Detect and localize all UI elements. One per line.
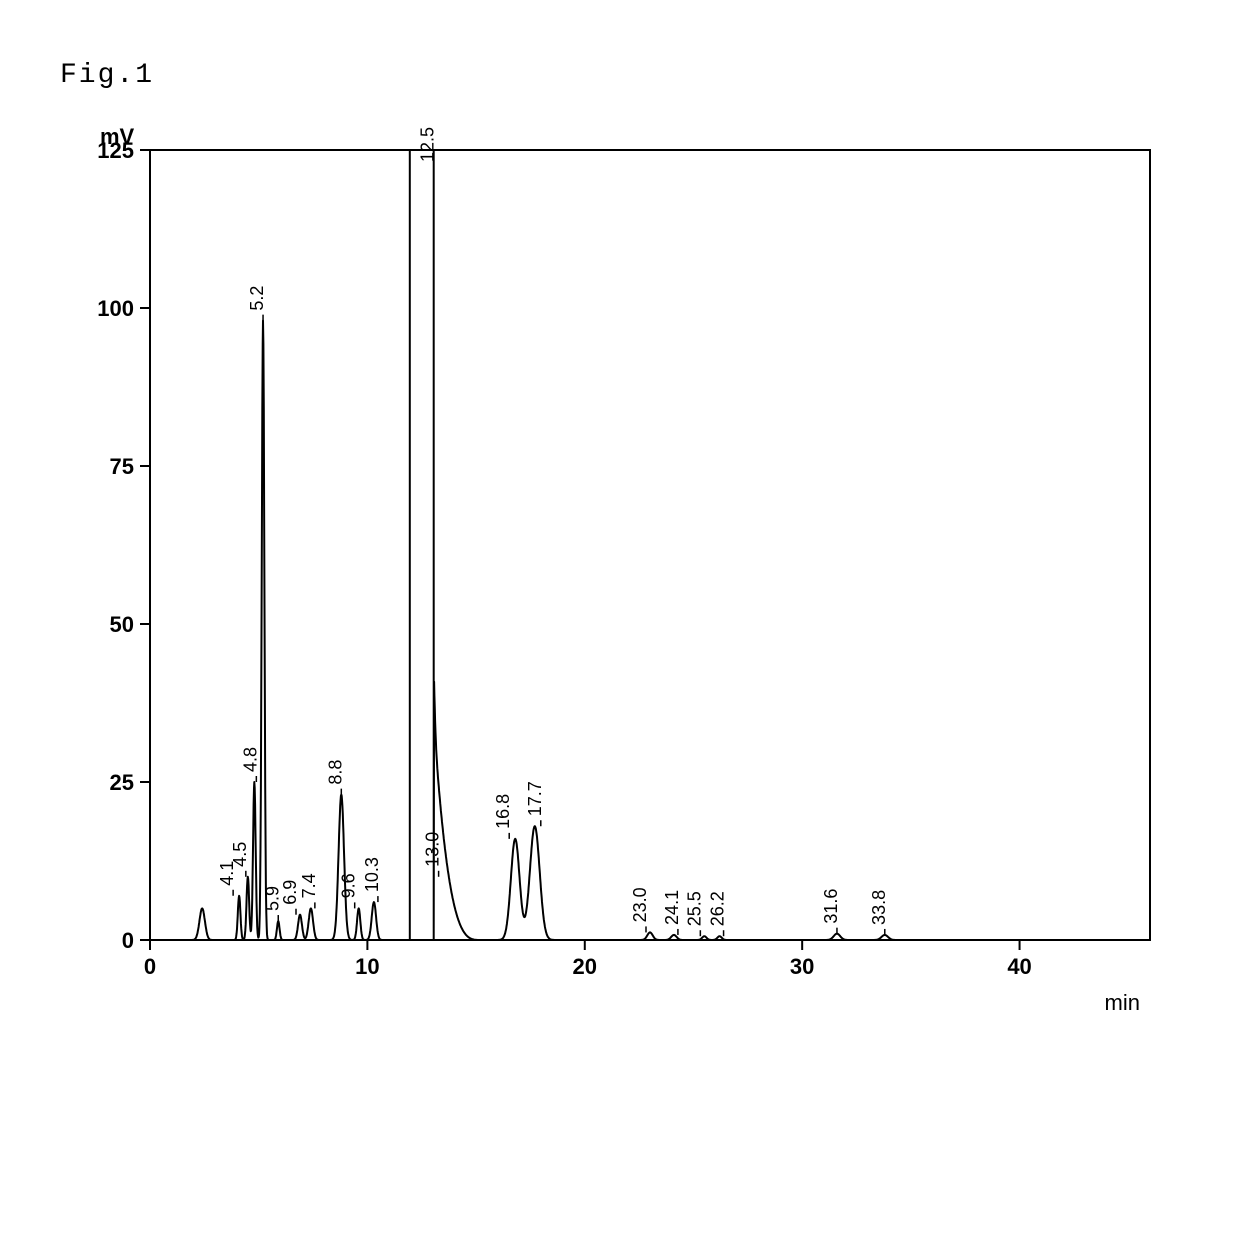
chromatogram-chart: 0255075100125010203040mVmin4.14.54.85.25…	[60, 120, 1180, 1040]
peak-label: 26.2	[708, 891, 728, 926]
peak-label: 23.0	[630, 887, 650, 922]
y-tick-label: 100	[97, 296, 134, 321]
peak-label: 6.9	[280, 880, 300, 905]
peak-label: 25.5	[684, 891, 704, 926]
figure-title: Fig.1	[60, 60, 154, 91]
chromatogram-svg: 0255075100125010203040mVmin4.14.54.85.25…	[60, 120, 1180, 1040]
peak-label: 7.4	[299, 873, 319, 898]
y-tick-label: 25	[110, 770, 134, 795]
x-tick-label: 30	[790, 954, 814, 979]
x-axis-label: min	[1105, 990, 1140, 1015]
peak-label: 24.1	[662, 890, 682, 925]
x-tick-label: 0	[144, 954, 156, 979]
peak-label: 4.8	[240, 747, 260, 772]
peak-label: 16.8	[493, 794, 513, 829]
x-tick-label: 40	[1007, 954, 1031, 979]
y-tick-label: 50	[110, 612, 134, 637]
y-tick-label: 75	[110, 454, 134, 479]
peak-label: 8.8	[325, 760, 345, 785]
x-tick-label: 20	[573, 954, 597, 979]
peak-label: 9.6	[339, 873, 359, 898]
peak-label: 4.5	[230, 842, 250, 867]
peak-label: 31.6	[821, 889, 841, 924]
chart-bg	[60, 120, 1180, 1040]
y-tick-label: 0	[122, 928, 134, 953]
peak-label: 13.0	[423, 832, 443, 867]
peak-label: 33.8	[869, 890, 889, 925]
x-tick-label: 10	[355, 954, 379, 979]
y-axis-label: mV	[100, 124, 135, 149]
peak-label-offscale: 12.5	[418, 127, 438, 162]
peak-label: 10.3	[362, 857, 382, 892]
peak-label: 5.2	[247, 286, 267, 311]
peak-label: 17.7	[525, 781, 545, 816]
